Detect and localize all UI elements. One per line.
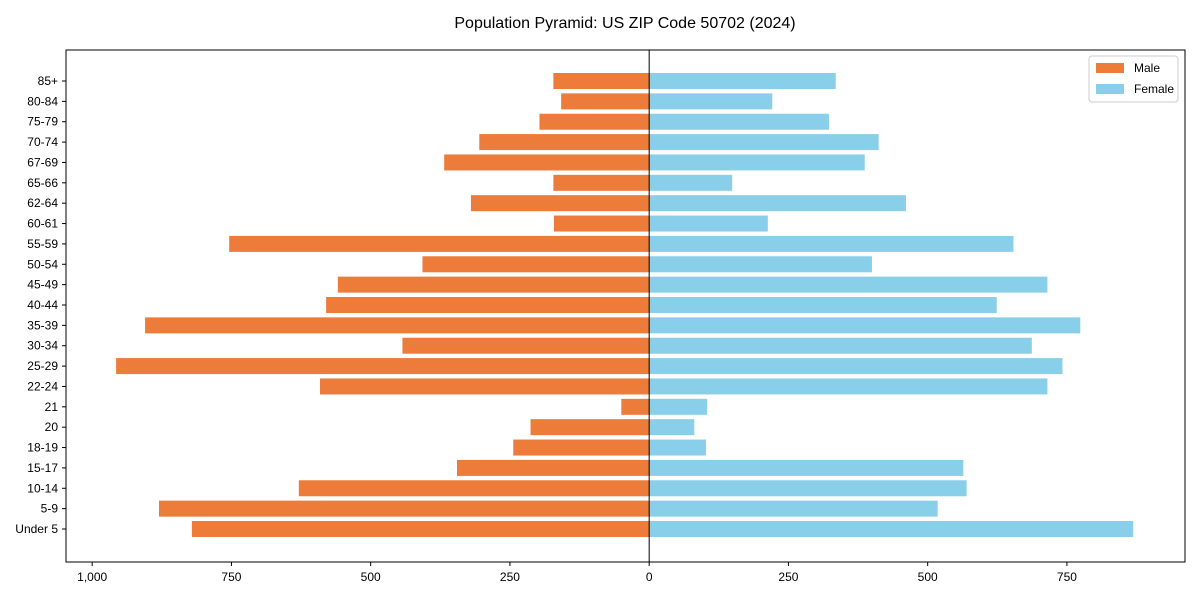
xtick-label: 500 bbox=[361, 570, 381, 584]
ytick-label: 5-9 bbox=[41, 502, 59, 516]
legend: Male Female bbox=[1088, 55, 1179, 103]
bar-female-62-64 bbox=[649, 195, 906, 212]
legend-swatch-male bbox=[1096, 63, 1124, 73]
ytick-label: 67-69 bbox=[27, 155, 58, 169]
bar-female-35-39 bbox=[649, 317, 1081, 334]
bar-male-50-54 bbox=[422, 256, 650, 273]
ytick-label: 10-14 bbox=[27, 481, 58, 495]
xtick-label: 250 bbox=[778, 570, 798, 584]
ytick-label: 45-49 bbox=[27, 278, 58, 292]
legend-swatch-female bbox=[1096, 84, 1124, 94]
ytick-label: 80-84 bbox=[27, 94, 58, 108]
bar-male-35-39 bbox=[145, 317, 650, 334]
bar-female-75-79 bbox=[649, 113, 830, 130]
ytick-label: 25-29 bbox=[27, 359, 58, 373]
bar-male-55-59 bbox=[229, 235, 650, 252]
ytick-label: Under 5 bbox=[15, 522, 58, 536]
bar-male-70-74 bbox=[479, 134, 650, 151]
ytick-label: 50-54 bbox=[27, 257, 58, 271]
ytick-label: 40-44 bbox=[27, 298, 58, 312]
bar-male-60-61 bbox=[553, 215, 650, 232]
bar-female-30-34 bbox=[649, 337, 1032, 354]
bar-male-80-84 bbox=[561, 93, 650, 110]
bar-female-60-61 bbox=[649, 215, 768, 232]
ytick-label: 22-24 bbox=[27, 379, 58, 393]
bar-male-65-66 bbox=[553, 174, 650, 191]
bar-female-22-24 bbox=[649, 378, 1048, 395]
ytick-label: 85+ bbox=[38, 74, 58, 88]
bar-male-25-29 bbox=[116, 358, 650, 375]
xtick-label: 750 bbox=[1057, 570, 1077, 584]
bar-male-30-34 bbox=[402, 337, 650, 354]
ytick-label: 20 bbox=[45, 420, 59, 434]
bar-female-55-59 bbox=[649, 235, 1014, 252]
chart-title: Population Pyramid: US ZIP Code 50702 (2… bbox=[454, 15, 795, 32]
bar-female-15-17 bbox=[649, 459, 964, 476]
bar-female-85+ bbox=[649, 73, 836, 89]
bar-male-85+ bbox=[553, 73, 650, 89]
ytick-label: 70-74 bbox=[27, 135, 58, 149]
bar-female-40-44 bbox=[649, 297, 997, 313]
xtick-label: 0 bbox=[646, 570, 653, 584]
ytick-label: 62-64 bbox=[27, 196, 58, 210]
bar-female-50-54 bbox=[649, 256, 872, 273]
bar-male-18-19 bbox=[513, 439, 650, 456]
bar-male-22-24 bbox=[319, 378, 650, 395]
bar-male-Under 5 bbox=[191, 521, 650, 537]
ytick-label: 35-39 bbox=[27, 318, 58, 332]
ytick-label: 75-79 bbox=[27, 115, 58, 129]
xtick-label: 750 bbox=[221, 570, 241, 584]
ytick-label: 55-59 bbox=[27, 237, 58, 251]
plot-frame bbox=[65, 49, 1186, 563]
bar-male-5-9 bbox=[159, 500, 650, 517]
bar-male-75-79 bbox=[539, 113, 650, 130]
bar-female-67-69 bbox=[649, 154, 865, 171]
bar-male-10-14 bbox=[298, 480, 650, 497]
ytick-label: 21 bbox=[45, 400, 59, 414]
bar-male-40-44 bbox=[326, 297, 650, 313]
ytick-label: 30-34 bbox=[27, 339, 58, 353]
bar-male-20 bbox=[530, 419, 650, 436]
bar-female-70-74 bbox=[649, 134, 879, 151]
bar-female-65-66 bbox=[649, 174, 733, 191]
bar-female-20 bbox=[649, 419, 695, 436]
bar-female-80-84 bbox=[649, 93, 773, 110]
legend-label-male: Male bbox=[1134, 61, 1160, 75]
xtick-label: 250 bbox=[500, 570, 520, 584]
bar-male-21 bbox=[621, 398, 650, 415]
ytick-label: 60-61 bbox=[27, 217, 58, 231]
bar-female-10-14 bbox=[649, 480, 967, 497]
bar-female-5-9 bbox=[649, 500, 938, 517]
bar-female-25-29 bbox=[649, 358, 1063, 375]
bar-male-15-17 bbox=[457, 459, 650, 476]
legend-label-female: Female bbox=[1134, 82, 1174, 96]
bar-female-18-19 bbox=[649, 439, 706, 456]
bar-female-21 bbox=[649, 398, 708, 415]
bar-female-45-49 bbox=[649, 276, 1048, 293]
bar-male-45-49 bbox=[337, 276, 650, 293]
bar-male-62-64 bbox=[470, 195, 650, 212]
xtick-label: 1,000 bbox=[77, 570, 107, 584]
xtick-label: 500 bbox=[918, 570, 938, 584]
ytick-label: 18-19 bbox=[27, 441, 58, 455]
ytick-label: 65-66 bbox=[27, 176, 58, 190]
bar-male-67-69 bbox=[444, 154, 650, 171]
ytick-label: 15-17 bbox=[27, 461, 58, 475]
bar-female-Under 5 bbox=[649, 521, 1134, 537]
